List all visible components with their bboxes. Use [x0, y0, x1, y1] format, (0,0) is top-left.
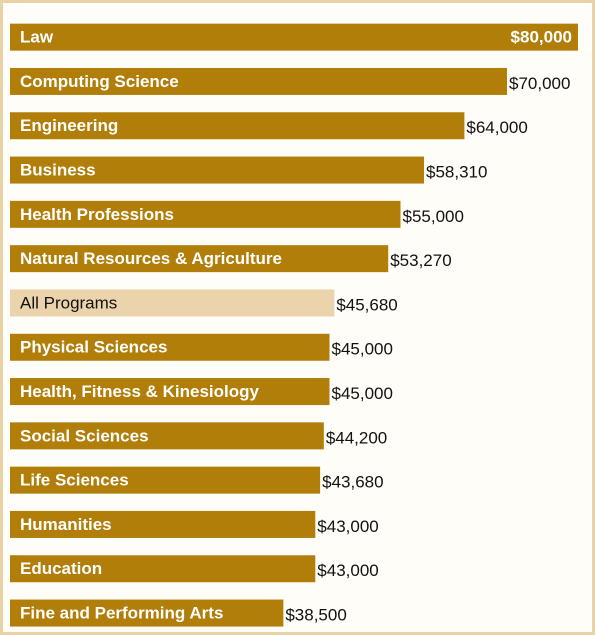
- bar: [10, 422, 324, 450]
- value-label: $58,310: [426, 163, 487, 182]
- bar: [10, 112, 465, 140]
- category-label: Law: [20, 28, 54, 47]
- category-label: All Programs: [20, 293, 117, 312]
- category-label: Computing Science: [20, 72, 179, 91]
- bar: [10, 510, 316, 538]
- category-label: Humanities: [20, 515, 112, 534]
- bar: [10, 333, 330, 361]
- value-label: $43,000: [317, 517, 378, 536]
- bar: [10, 289, 335, 317]
- value-label: $38,500: [285, 606, 346, 625]
- value-label: $55,000: [403, 207, 464, 226]
- category-label: Health Professions: [20, 205, 174, 224]
- value-label: $80,000: [511, 28, 572, 47]
- value-label: $44,200: [326, 428, 387, 447]
- category-label: Health, Fitness & Kinesiology: [20, 382, 260, 401]
- category-label: Physical Sciences: [20, 338, 167, 357]
- bar: [10, 599, 284, 627]
- bar: [10, 378, 330, 406]
- category-label: Engineering: [20, 116, 118, 135]
- value-label: $70,000: [509, 74, 570, 93]
- value-label: $45,000: [332, 340, 393, 359]
- category-label: Natural Resources & Agriculture: [20, 249, 282, 268]
- bar: [10, 67, 507, 95]
- category-label: Business: [20, 161, 96, 180]
- value-label: $43,680: [322, 473, 383, 492]
- category-label: Education: [20, 559, 102, 578]
- value-label: $43,000: [317, 561, 378, 580]
- value-label: $45,680: [336, 295, 397, 314]
- value-label: $53,270: [390, 251, 451, 270]
- category-label: Fine and Performing Arts: [20, 604, 223, 623]
- bar: [10, 555, 316, 583]
- bar: [10, 245, 389, 273]
- bar: [10, 156, 425, 184]
- category-label: Social Sciences: [20, 426, 149, 445]
- value-label: $64,000: [466, 118, 527, 137]
- bar: [10, 23, 578, 51]
- value-label: $45,000: [332, 384, 393, 403]
- bar: [10, 466, 321, 494]
- bar: [10, 200, 401, 228]
- category-label: Life Sciences: [20, 471, 129, 490]
